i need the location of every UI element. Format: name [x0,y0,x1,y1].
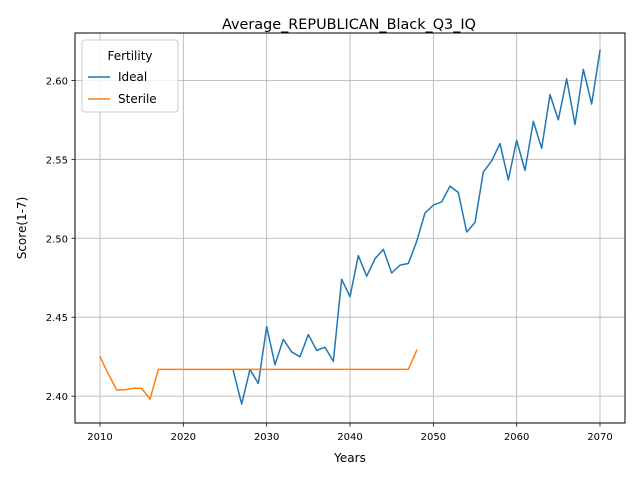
legend-box [81,39,179,113]
y-tick-label: 2.45 [46,313,68,324]
y-tick-label: 2.60 [46,76,68,87]
x-tick-label: 2050 [421,432,446,443]
series-line-sterile [98,349,418,401]
plot-area-frame [74,32,626,424]
x-tick-label: 2070 [587,432,612,443]
x-axis-label: Years [333,451,366,465]
x-tick-label: 2040 [337,432,362,443]
x-tick-label: 2010 [87,432,112,443]
x-tick-label: 2020 [171,432,196,443]
y-axis-ticks: 2.40 2.45 2.50 2.55 2.60 [46,76,75,403]
chart-title: Average_REPUBLICAN_Black_Q3_IQ [222,17,476,33]
y-tick-label: 2.40 [46,392,68,403]
series-line-ideal [232,49,601,405]
y-tick-label: 2.50 [46,234,68,245]
grid [75,33,625,423]
series-lines [98,49,601,405]
x-axis-ticks: 2010 2020 2030 2040 2050 2060 2070 [87,423,613,443]
legend-label-ideal: Ideal [118,70,147,84]
legend-label-sterile: Sterile [118,92,157,106]
y-axis-label: Score(1-7) [15,197,29,260]
legend-title: Fertility [107,49,152,63]
y-tick-label: 2.55 [46,155,68,166]
x-tick-label: 2060 [504,432,529,443]
x-tick-label: 2030 [254,432,279,443]
legend: Fertility Ideal Sterile [81,39,179,113]
